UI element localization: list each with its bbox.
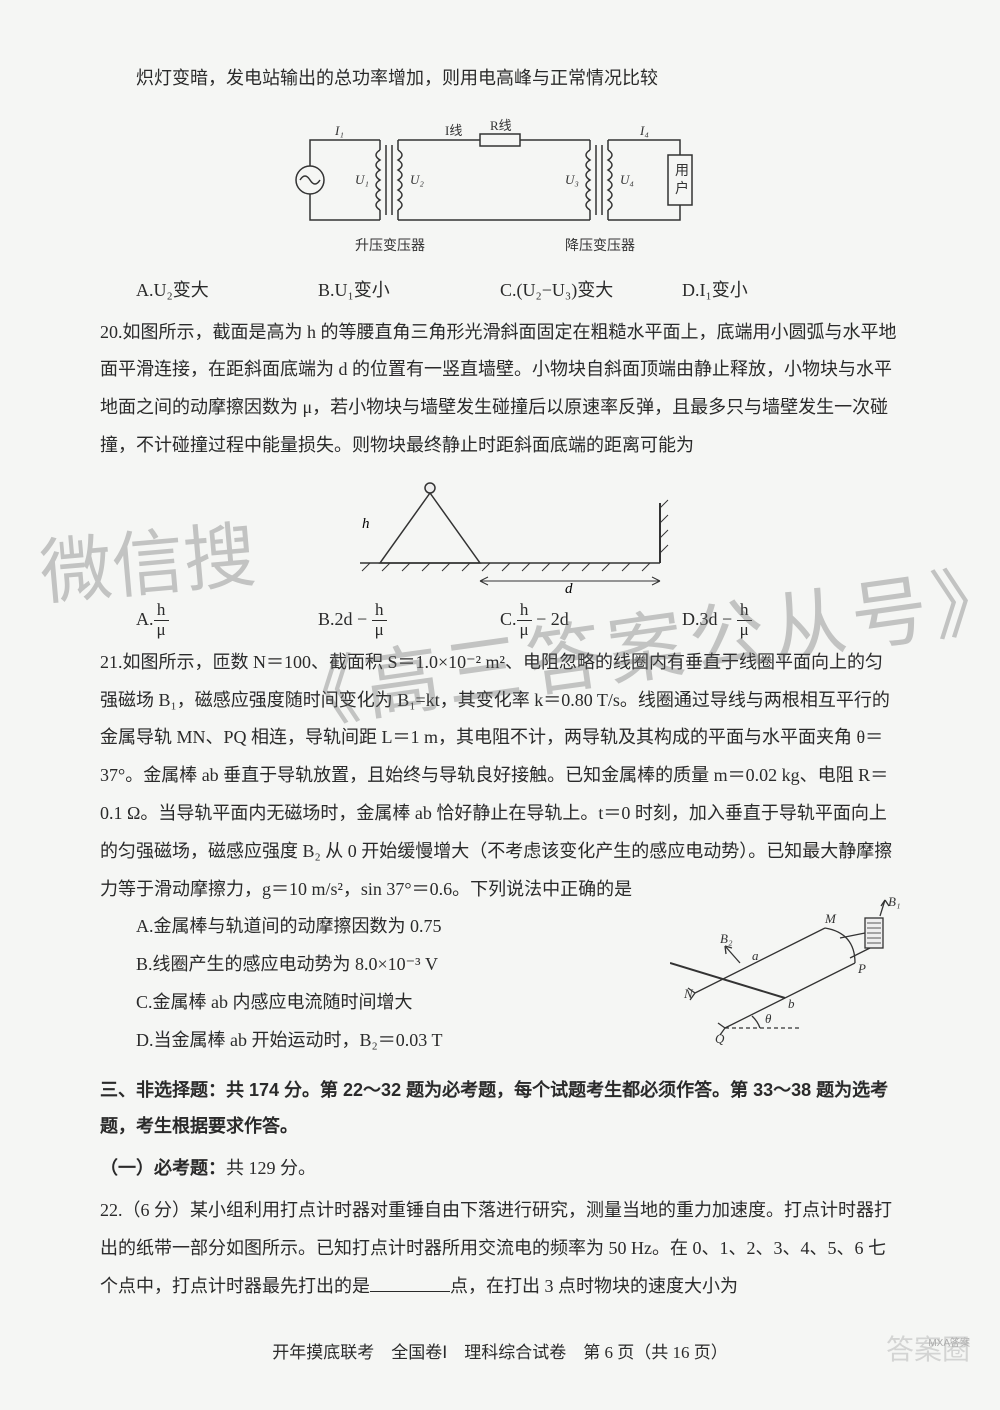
circuit-diagram-container: I₁ U₁ U₂ I线 R线 U₃ U₄ I₄ 用 户 升压变压器 降压变压器 (100, 110, 900, 260)
q20-options-row: A.hμ B.2d − hμ C.hμ − 2d D.3d − hμ (100, 601, 900, 640)
q21-number: 21. (100, 652, 123, 672)
svg-text:U₁: U₁ (355, 172, 369, 187)
svg-text:h: h (362, 516, 370, 532)
svg-text:B₁: B₁ (888, 894, 900, 909)
q19-option-d: D.I₁变小 (682, 272, 864, 310)
q20-diagram: h d (100, 473, 900, 593)
q20-option-d: D.3d − hμ (682, 601, 864, 640)
q20-option-c: C.hμ − 2d (500, 601, 682, 640)
svg-text:P: P (857, 961, 866, 976)
q19-options-row: A.U₂变大 B.U₁变小 C.(U₂−U₃)变大 D.I₁变小 (100, 272, 900, 310)
q21: 21.如图所示，匝数 N＝100、截面积 S＝1.0×10⁻² m²、电阻忽略的… (100, 644, 900, 1062)
q22-blank (370, 1274, 450, 1292)
q21-svg: B₁ B₂ M N P Q a b θ (670, 888, 900, 1048)
circuit-svg: I₁ U₁ U₂ I线 R线 U₃ U₄ I₄ 用 户 升压变压器 降压变压器 (270, 110, 730, 260)
q22-number: 22. (100, 1200, 123, 1220)
svg-text:用: 用 (675, 164, 689, 179)
subsection-required: （一）必考题：共 129 分。 (100, 1150, 900, 1188)
section-3-heading: 三、非选择题：共 174 分。第 22～32 题为必考题，每个试题考生都必须作答… (100, 1072, 900, 1144)
page-footer: 开年摸底联考 全国卷Ⅰ 理科综合试卷 第 6 页（共 16 页） (100, 1335, 900, 1371)
svg-text:a: a (752, 948, 759, 963)
svg-text:I₁: I₁ (334, 123, 344, 138)
svg-text:Q: Q (715, 1031, 725, 1046)
subsection-label: （一）必考题： (100, 1158, 226, 1178)
corner-website: MXA答案 (928, 1338, 970, 1350)
svg-text:I₄: I₄ (639, 123, 649, 138)
svg-text:U₃: U₃ (565, 172, 579, 187)
q20-number: 20. (100, 322, 123, 342)
svg-text:b: b (788, 996, 795, 1011)
q21-text: 如图所示，匝数 N＝100、截面积 S＝1.0×10⁻² m²、电阻忽略的线圈内… (100, 652, 892, 899)
intro-paragraph: 炽灯变暗，发电站输出的总功率增加，则用电高峰与正常情况比较 (100, 60, 900, 98)
svg-text:降压变压器: 降压变压器 (565, 238, 635, 254)
q19-option-b: B.U₁变小 (318, 272, 500, 310)
q22: 22.（6 分）某小组利用打点计时器对重锤自由下落进行研究，测量当地的重力加速度… (100, 1192, 900, 1305)
q20-option-a: A.hμ (136, 601, 318, 640)
svg-text:θ: θ (765, 1011, 772, 1026)
svg-text:升压变压器: 升压变压器 (355, 238, 425, 254)
svg-text:U₂: U₂ (410, 172, 424, 187)
q19-option-a: A.U₂变大 (136, 272, 318, 310)
svg-text:R线: R线 (490, 118, 512, 133)
q19-option-c: C.(U₂−U₃)变大 (500, 272, 682, 310)
svg-text:B₂: B₂ (720, 931, 733, 946)
corner-stamp: 答案圈 (886, 1321, 970, 1380)
q21-diagram: B₁ B₂ M N P Q a b θ (670, 888, 900, 1062)
svg-text:户: 户 (675, 180, 689, 197)
q20-svg: h d (320, 473, 680, 593)
q20: 20.如图所示，截面是高为 h 的等腰直角三角形光滑斜面固定在粗糙水平面上，底端… (100, 314, 900, 465)
subsection-text: 共 129 分。 (226, 1158, 316, 1178)
svg-text:M: M (824, 911, 837, 926)
svg-text:d: d (565, 581, 573, 593)
svg-text:U₄: U₄ (620, 172, 634, 187)
q22-text-2: 点，在打出 3 点时物块的速度大小为 (450, 1276, 738, 1296)
svg-text:N: N (683, 986, 694, 1001)
q20-text: 如图所示，截面是高为 h 的等腰直角三角形光滑斜面固定在粗糙水平面上，底端用小圆… (100, 322, 897, 455)
q20-option-b: B.2d − hμ (318, 601, 500, 640)
svg-text:I线: I线 (445, 123, 462, 138)
